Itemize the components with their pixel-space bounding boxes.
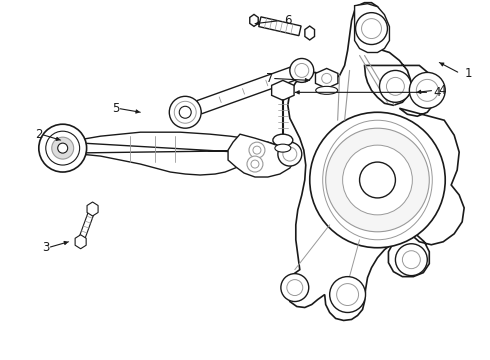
Circle shape	[253, 146, 261, 154]
Circle shape	[310, 112, 445, 248]
Circle shape	[409, 72, 445, 108]
Circle shape	[360, 162, 395, 198]
Circle shape	[247, 156, 263, 172]
Ellipse shape	[275, 144, 291, 152]
Circle shape	[322, 73, 332, 84]
Circle shape	[416, 80, 438, 101]
Polygon shape	[75, 235, 86, 249]
Polygon shape	[287, 3, 464, 320]
Circle shape	[362, 19, 382, 39]
Circle shape	[295, 63, 309, 77]
Circle shape	[46, 131, 80, 165]
Text: 5: 5	[112, 102, 119, 115]
Circle shape	[169, 96, 201, 128]
Circle shape	[287, 280, 303, 296]
Circle shape	[179, 106, 191, 118]
Circle shape	[251, 160, 259, 168]
Text: 7: 7	[266, 72, 273, 85]
Circle shape	[52, 137, 74, 159]
Text: 6: 6	[284, 14, 292, 27]
Polygon shape	[305, 26, 315, 40]
Ellipse shape	[273, 134, 293, 146]
Polygon shape	[250, 14, 258, 26]
Text: 1: 1	[465, 67, 472, 80]
Polygon shape	[87, 202, 98, 216]
Polygon shape	[228, 134, 295, 177]
Circle shape	[290, 58, 314, 82]
Circle shape	[395, 244, 427, 276]
Circle shape	[387, 77, 404, 95]
Circle shape	[402, 251, 420, 269]
Circle shape	[281, 274, 309, 302]
Text: 4: 4	[434, 86, 441, 99]
Circle shape	[278, 142, 302, 166]
Polygon shape	[271, 80, 294, 100]
Circle shape	[356, 13, 388, 45]
Circle shape	[174, 101, 196, 123]
Polygon shape	[316, 68, 338, 88]
Circle shape	[39, 124, 87, 172]
Circle shape	[58, 143, 68, 153]
Circle shape	[283, 147, 297, 161]
Text: 2: 2	[35, 128, 43, 141]
Circle shape	[330, 276, 366, 312]
Polygon shape	[259, 17, 301, 36]
Polygon shape	[197, 67, 295, 114]
Circle shape	[249, 142, 265, 158]
Circle shape	[379, 71, 412, 102]
Polygon shape	[355, 4, 390, 53]
Circle shape	[343, 145, 413, 215]
Circle shape	[337, 284, 359, 306]
Text: 3: 3	[42, 241, 49, 254]
Polygon shape	[78, 208, 96, 243]
Text: 4: 4	[439, 84, 446, 97]
Ellipse shape	[316, 86, 338, 94]
Polygon shape	[66, 132, 290, 175]
Circle shape	[326, 128, 429, 232]
